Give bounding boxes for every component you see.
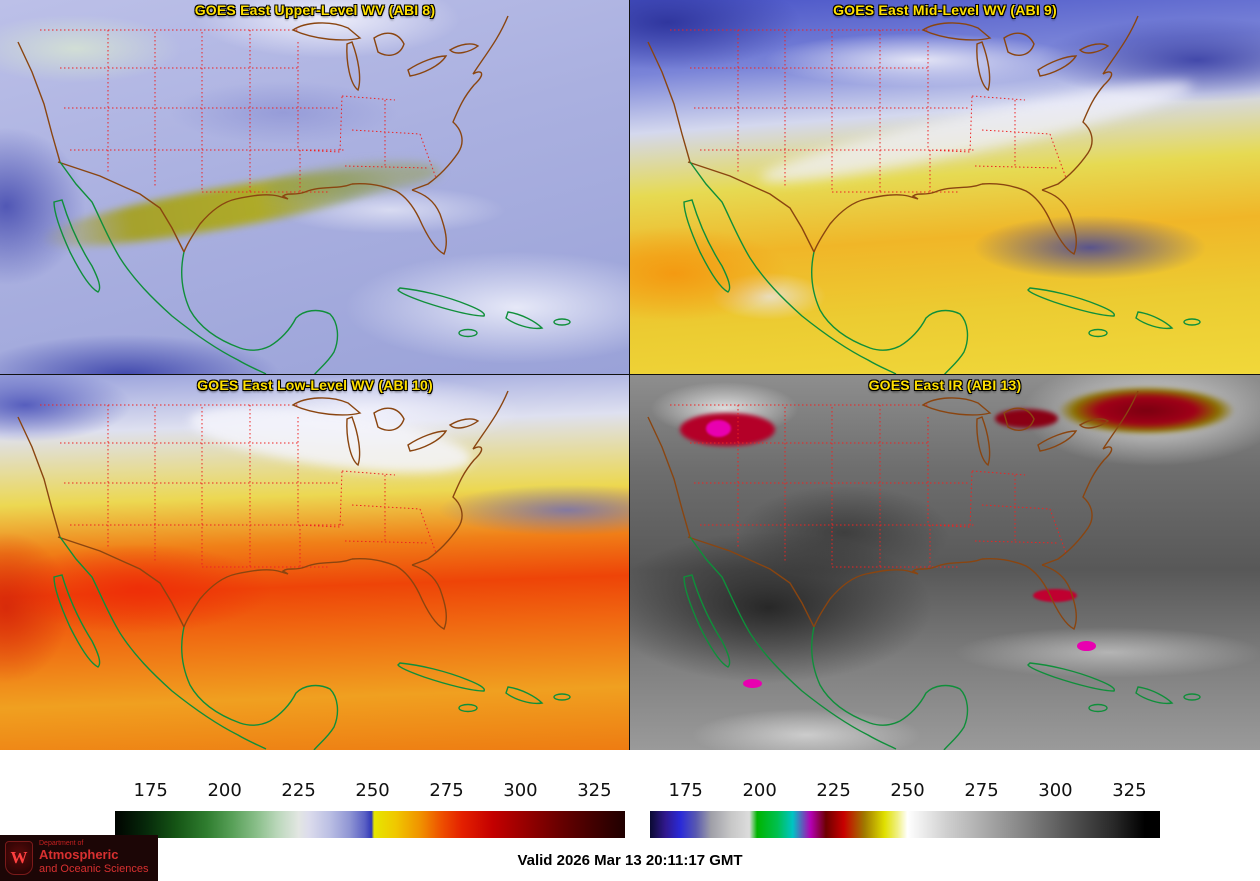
colorbar-tick: 200 [742, 780, 777, 801]
logo-dept-line: Department of [39, 840, 84, 848]
ir-colorbar-ticks: 175 200 225 250 275 300 325 [650, 780, 1160, 806]
panel-upper-level-wv: GOES East Upper-Level WV (ABI 8) [0, 0, 631, 376]
colorbar-tick: 275 [429, 780, 464, 801]
uw-crest-icon: W [5, 841, 33, 875]
panel-title: GOES East Upper-Level WV (ABI 8) [194, 2, 436, 18]
colorbar-tick: 300 [1038, 780, 1073, 801]
map-overlay [17, 390, 571, 750]
colorbar-tick: 300 [503, 780, 538, 801]
colorbar-tick: 225 [816, 780, 851, 801]
panel-mid-level-wv: GOES East Mid-Level WV (ABI 9) [629, 0, 1260, 376]
logo-line-2: and Oceanic Sciences [39, 863, 149, 876]
wv-colorbar [115, 811, 625, 838]
logo-line-1: Atmospheric [39, 847, 119, 863]
panel-title: GOES East Mid-Level WV (ABI 9) [833, 2, 1057, 18]
map-overlay [647, 15, 1201, 375]
cold-cloud-top-feature [1077, 641, 1097, 651]
panel-title: GOES East IR (ABI 13) [868, 377, 1022, 393]
panel-low-level-wv: GOES East Low-Level WV (ABI 10) [0, 374, 631, 751]
aos-logo: W Department of Atmospheric and Oceanic … [0, 835, 158, 881]
colorbar-tick: 225 [281, 780, 316, 801]
wv-colorbar-ticks: 175 200 225 250 275 300 325 [115, 780, 625, 806]
valid-timestamp: Valid 2026 Mar 13 20:11:17 GMT [517, 852, 743, 869]
cold-cloud-top-feature [743, 678, 763, 689]
cold-cloud-top-feature [995, 408, 1059, 428]
satellite-imagery-mid-wv [630, 0, 1260, 375]
map-overlay [17, 15, 571, 375]
map-overlay [647, 390, 1201, 750]
panel-title: GOES East Low-Level WV (ABI 10) [197, 377, 433, 393]
colorbar-tick: 275 [964, 780, 999, 801]
colorbar-tick: 325 [1112, 780, 1147, 801]
ir-colorbar-group: 175 200 225 250 275 300 325 [650, 780, 1160, 840]
cold-cloud-top-feature [1033, 588, 1078, 602]
colorbar-tick: 325 [577, 780, 612, 801]
aos-logo-text: Department of Atmospheric and Oceanic Sc… [39, 840, 148, 876]
panel-ir: GOES East IR (ABI 13) [629, 374, 1260, 751]
wv-colorbar-group: 175 200 225 250 275 300 325 [115, 780, 625, 840]
cold-cloud-top-feature [1058, 386, 1235, 435]
colorbar-tick: 175 [668, 780, 703, 801]
colorbar-tick: 250 [890, 780, 925, 801]
colorbar-tick: 200 [207, 780, 242, 801]
cold-cloud-top-feature [705, 420, 731, 437]
colorbar-tick: 250 [355, 780, 390, 801]
satellite-quadrant-grid: GOES East Upper-Level WV (ABI 8) GOES Ea… [0, 0, 1260, 751]
ir-colorbar [650, 811, 1160, 838]
colorbar-tick: 175 [133, 780, 168, 801]
footer: 175 200 225 250 275 300 325 175 200 225 … [0, 750, 1260, 881]
